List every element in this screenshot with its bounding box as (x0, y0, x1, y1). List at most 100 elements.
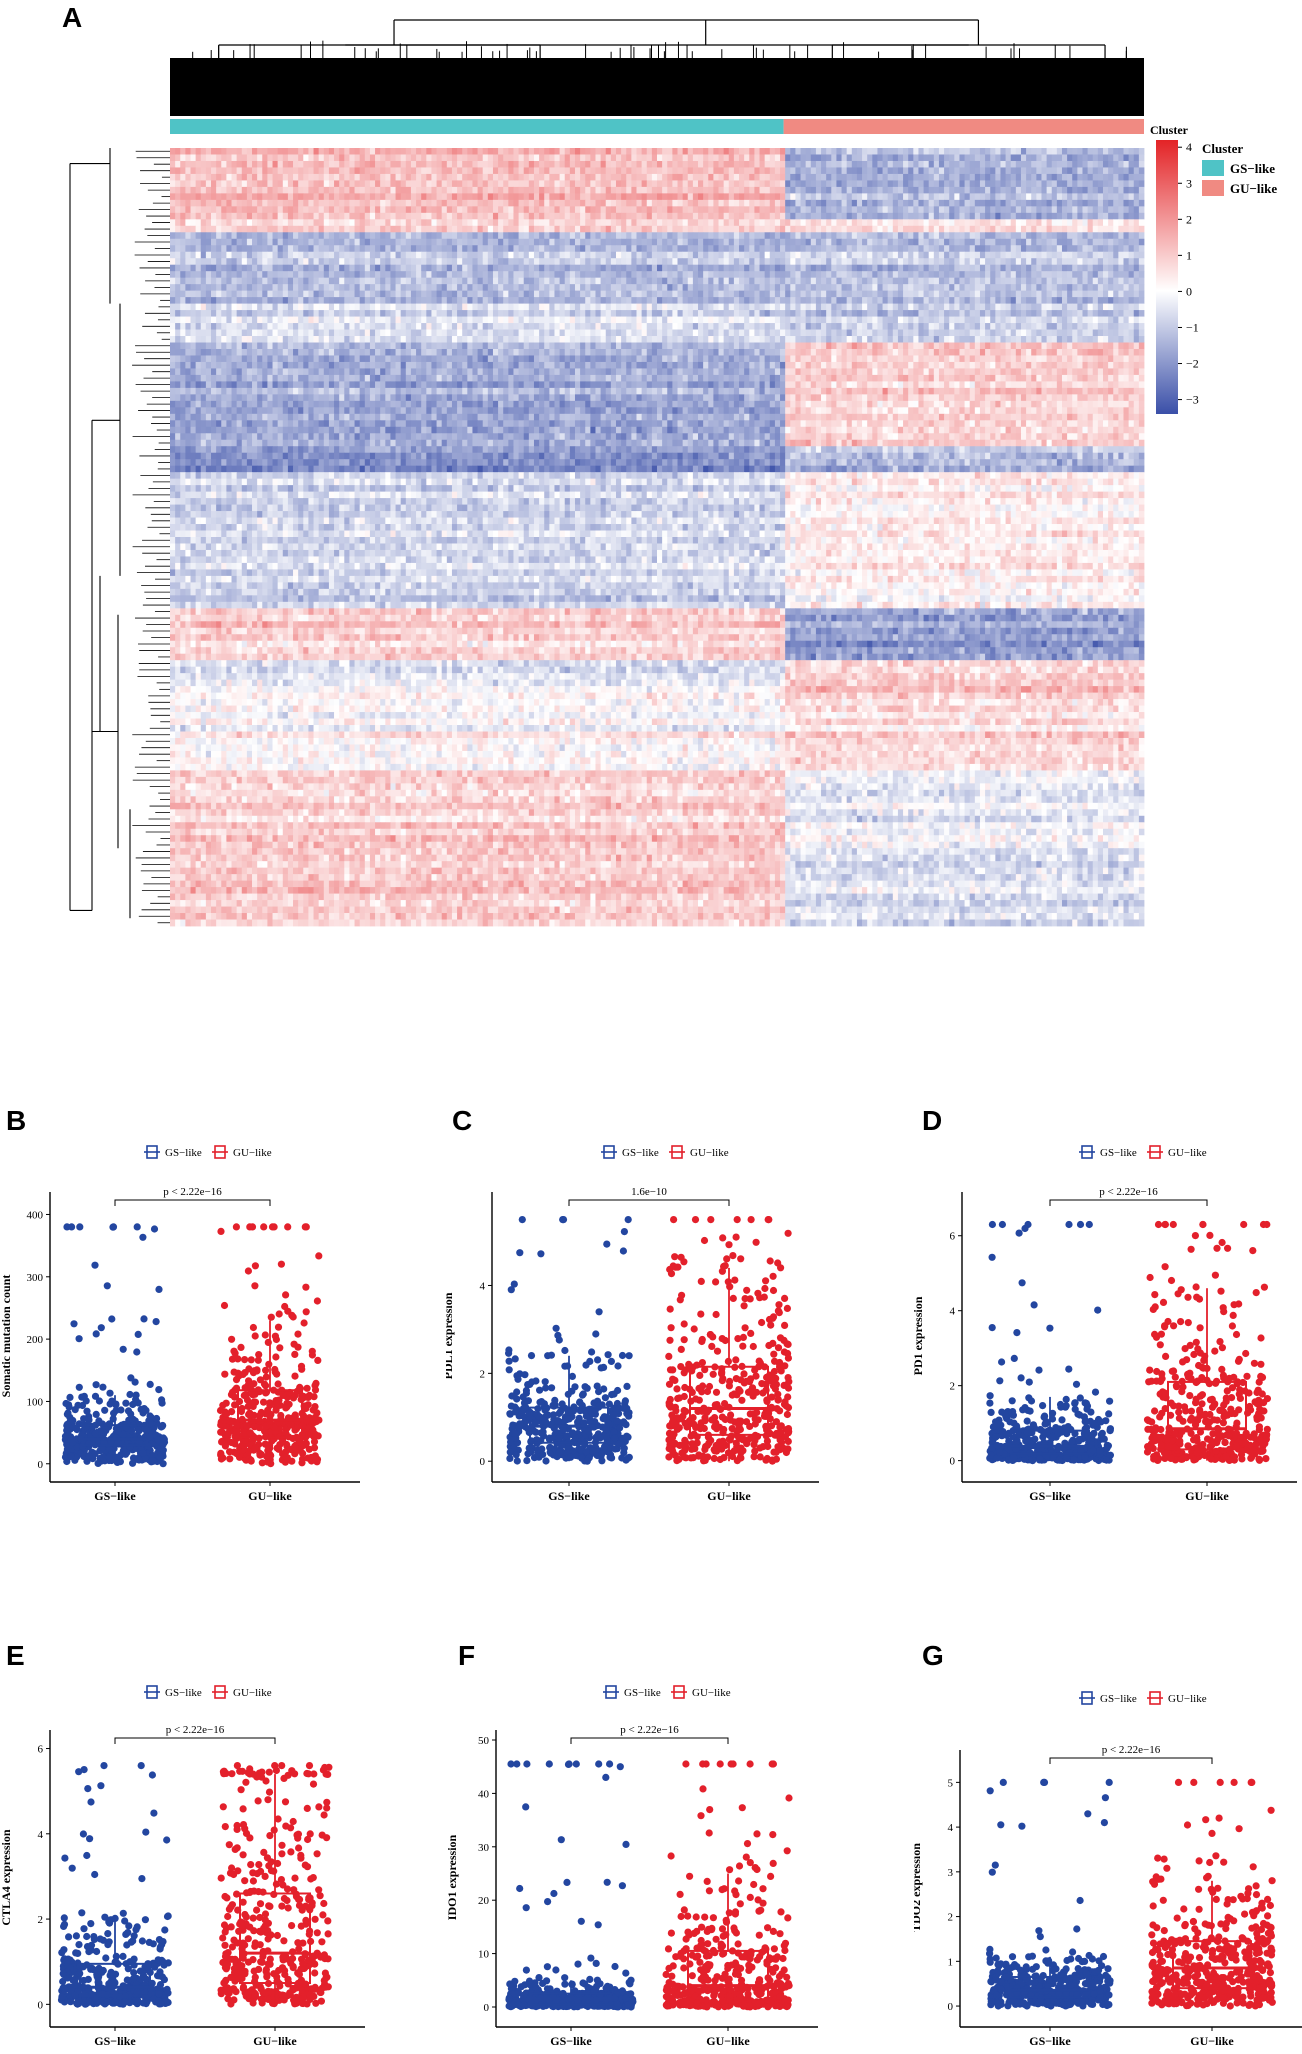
heatmap-cell (631, 225, 637, 233)
heatmap-cell (252, 167, 258, 175)
heatmap-cell (933, 180, 940, 188)
heatmap-cell (1031, 212, 1037, 220)
heatmap-cell (631, 206, 637, 214)
heatmap-cell (175, 271, 181, 279)
heatmap-cell (390, 297, 396, 304)
heatmap-cell (226, 160, 232, 168)
heatmap-cell (1108, 160, 1114, 168)
heatmap-cell (1102, 148, 1109, 155)
heatmap-cell (405, 186, 412, 194)
heatmap-cell (221, 219, 227, 227)
heatmap-cell (615, 232, 622, 240)
heatmap-cell (1056, 271, 1063, 279)
heatmap-cell (923, 264, 930, 272)
heatmap-cell (708, 219, 714, 227)
heatmap-cell (887, 245, 894, 253)
heatmap-cell (334, 232, 340, 240)
heatmap-cell (933, 173, 940, 181)
heatmap-cell (390, 173, 396, 181)
heatmap-cell (262, 232, 268, 240)
heatmap-cell (457, 271, 463, 279)
heatmap-cell (810, 193, 817, 201)
heatmap-cell (277, 212, 284, 220)
heatmap-cell (913, 271, 919, 279)
heatmap-cell (687, 173, 694, 181)
heatmap-cell (698, 258, 704, 266)
heatmap-cell (328, 206, 335, 214)
heatmap-cell (308, 290, 314, 298)
heatmap-cell (918, 173, 924, 181)
heatmap-cell (318, 180, 325, 188)
heatmap-cell (646, 219, 653, 227)
heatmap-cell (785, 167, 791, 175)
heatmap-cell (938, 154, 945, 162)
heatmap-cell (410, 245, 417, 253)
heatmap-cell (334, 180, 340, 188)
heatmap-cell (1061, 186, 1068, 194)
heatmap-cell (1036, 290, 1042, 298)
heatmap-cell (995, 160, 1001, 168)
heatmap-cell (400, 303, 407, 311)
heatmap-cell (257, 258, 263, 266)
heatmap-cell (231, 154, 238, 162)
heatmap-cell (539, 277, 545, 285)
heatmap-cell (1077, 297, 1083, 304)
heatmap-cell (205, 193, 212, 201)
heatmap-cell (918, 264, 924, 272)
heatmap-cell (262, 277, 268, 285)
heatmap-cell (979, 186, 986, 194)
heatmap-cell (646, 277, 653, 285)
heatmap-cell (877, 193, 883, 201)
heatmap-cell (1102, 154, 1109, 162)
heatmap-cell (405, 251, 412, 259)
heatmap-cell (190, 284, 197, 292)
heatmap-cell (523, 271, 530, 279)
heatmap-cell (462, 264, 468, 272)
heatmap-cell (841, 232, 848, 240)
heatmap-cell (554, 258, 560, 266)
heatmap-cell (257, 303, 263, 311)
heatmap-cell (359, 284, 366, 292)
heatmap-cell (185, 271, 191, 279)
heatmap-cell (298, 180, 304, 188)
heatmap-cell (467, 160, 473, 168)
heatmap-cell (211, 284, 217, 292)
heatmap-cell (293, 238, 299, 246)
heatmap-cell (257, 310, 263, 317)
heatmap-cell (298, 160, 304, 168)
heatmap-cell (569, 277, 576, 285)
heatmap-cell (892, 154, 899, 162)
heatmap-cell (631, 154, 637, 162)
heatmap-cell (523, 264, 530, 272)
heatmap-cell (1020, 160, 1027, 168)
heatmap-cell (462, 277, 468, 285)
heatmap-cell (482, 284, 489, 292)
heatmap-cell (354, 186, 361, 194)
heatmap-cell (405, 160, 412, 168)
heatmap-cell (467, 180, 473, 188)
heatmap-cell (533, 173, 540, 181)
heatmap-cell (472, 225, 478, 233)
heatmap-cell (508, 148, 514, 155)
heatmap-cell (744, 284, 750, 292)
heatmap-cell (390, 290, 396, 298)
heatmap-cell (574, 290, 581, 298)
heatmap-cell (764, 193, 771, 201)
heatmap-cell (846, 258, 853, 266)
heatmap-cell (979, 238, 986, 246)
heatmap-cell (985, 258, 991, 266)
heatmap-cell (913, 238, 919, 246)
heatmap-cell (903, 180, 909, 188)
heatmap-cell (985, 238, 991, 246)
heatmap-cell (293, 225, 299, 233)
heatmap-cell (759, 238, 766, 246)
heatmap-cell (241, 225, 248, 233)
heatmap-cell (862, 232, 868, 240)
heatmap-cell (564, 199, 571, 207)
heatmap-cell (1031, 193, 1037, 201)
heatmap-cell (231, 212, 238, 220)
heatmap-cell (626, 212, 632, 220)
heatmap-cell (544, 154, 550, 162)
heatmap-cell (810, 225, 817, 233)
heatmap-cell (728, 154, 735, 162)
